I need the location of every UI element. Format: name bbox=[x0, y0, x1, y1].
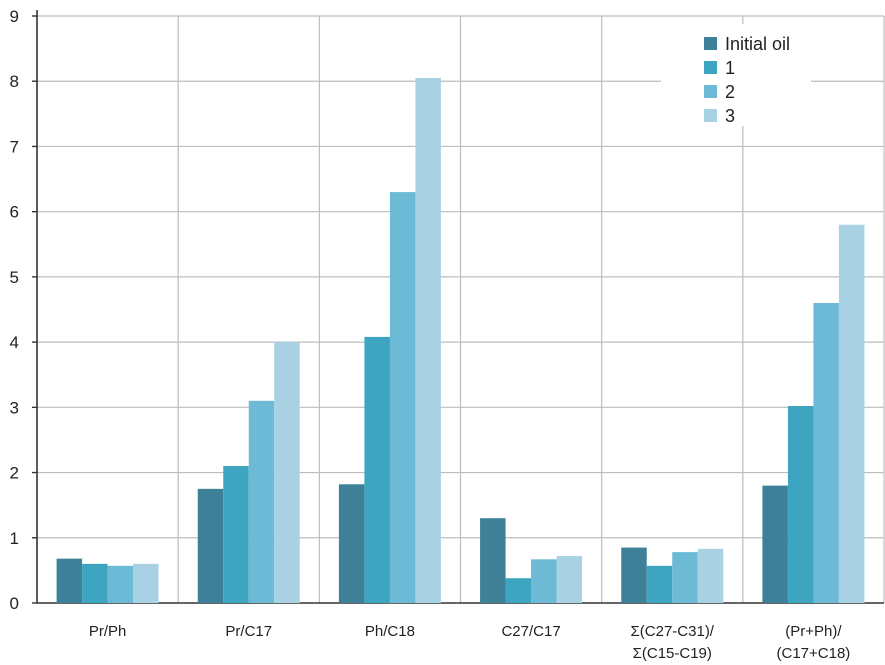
legend-swatch bbox=[704, 61, 717, 74]
legend: Initial oil 1 2 3 bbox=[661, 24, 811, 126]
grid-lines bbox=[37, 15, 885, 603]
bar-1-0 bbox=[82, 563, 108, 603]
bar-1-4 bbox=[646, 565, 673, 603]
bar-2-4 bbox=[672, 552, 698, 603]
x-category-label: C27/C17 bbox=[501, 623, 560, 640]
legend-swatch bbox=[704, 85, 717, 98]
legend-label: Initial oil bbox=[725, 34, 790, 54]
bar-3-4 bbox=[697, 548, 724, 603]
y-tick-label: 4 bbox=[10, 333, 19, 352]
legend-label: 2 bbox=[725, 82, 735, 102]
bar-initial-oil-1 bbox=[197, 488, 224, 603]
y-tick-label: 2 bbox=[10, 464, 19, 483]
bar-3-1 bbox=[274, 342, 300, 603]
bar-2-2 bbox=[389, 192, 416, 603]
bar-2-1 bbox=[248, 400, 275, 603]
bar-2-0 bbox=[107, 565, 134, 603]
bar-3-3 bbox=[556, 556, 583, 603]
y-tick-label: 0 bbox=[10, 594, 19, 613]
bar-initial-oil-2 bbox=[338, 484, 365, 603]
y-tick-label: 8 bbox=[10, 72, 19, 91]
legend-swatch bbox=[704, 109, 717, 122]
y-tick-label: 3 bbox=[10, 398, 19, 417]
bar-3-5 bbox=[838, 224, 865, 603]
x-category-label: Σ(C27-C31)/ bbox=[631, 623, 715, 640]
bar-1-2 bbox=[364, 336, 390, 603]
bar-initial-oil-3 bbox=[480, 518, 506, 603]
bar-2-3 bbox=[531, 559, 557, 603]
bar-initial-oil-4 bbox=[621, 547, 647, 603]
x-category-label: (C17+C18) bbox=[777, 645, 851, 662]
x-category-label: Σ(C15-C19) bbox=[633, 645, 712, 662]
y-tick-label: 1 bbox=[10, 529, 19, 548]
axes bbox=[36, 10, 884, 604]
bar-initial-oil-0 bbox=[56, 558, 83, 603]
x-category-label: (Pr+Ph)/ bbox=[785, 623, 842, 640]
bar-3-0 bbox=[133, 563, 159, 603]
bar-2-5 bbox=[813, 302, 839, 603]
bar-3-2 bbox=[415, 77, 441, 603]
x-axis-category-labels: Pr/Ph Pr/C17 Ph/C18 C27/C17 Σ(C27-C31)/ Σ(C15… bbox=[89, 623, 850, 662]
y-tick-label: 9 bbox=[10, 7, 19, 26]
x-category-label: Ph/C18 bbox=[365, 623, 415, 640]
legend-label: 1 bbox=[725, 58, 735, 78]
legend-background bbox=[661, 24, 811, 126]
bar-1-1 bbox=[223, 466, 249, 603]
legend-label: 3 bbox=[725, 106, 735, 126]
y-tick-label: 5 bbox=[10, 268, 19, 287]
bar-initial-oil-5 bbox=[762, 485, 788, 603]
legend-swatch bbox=[704, 37, 717, 50]
y-axis-ticks: 0 1 2 3 4 5 6 7 8 9 bbox=[10, 7, 37, 613]
y-tick-label: 6 bbox=[10, 203, 19, 222]
x-category-label: Pr/C17 bbox=[225, 623, 272, 640]
bars bbox=[56, 77, 865, 603]
y-tick-label: 7 bbox=[10, 137, 19, 156]
bar-1-5 bbox=[787, 406, 814, 603]
bar-1-3 bbox=[505, 578, 532, 603]
x-category-label: Pr/Ph bbox=[89, 623, 127, 640]
